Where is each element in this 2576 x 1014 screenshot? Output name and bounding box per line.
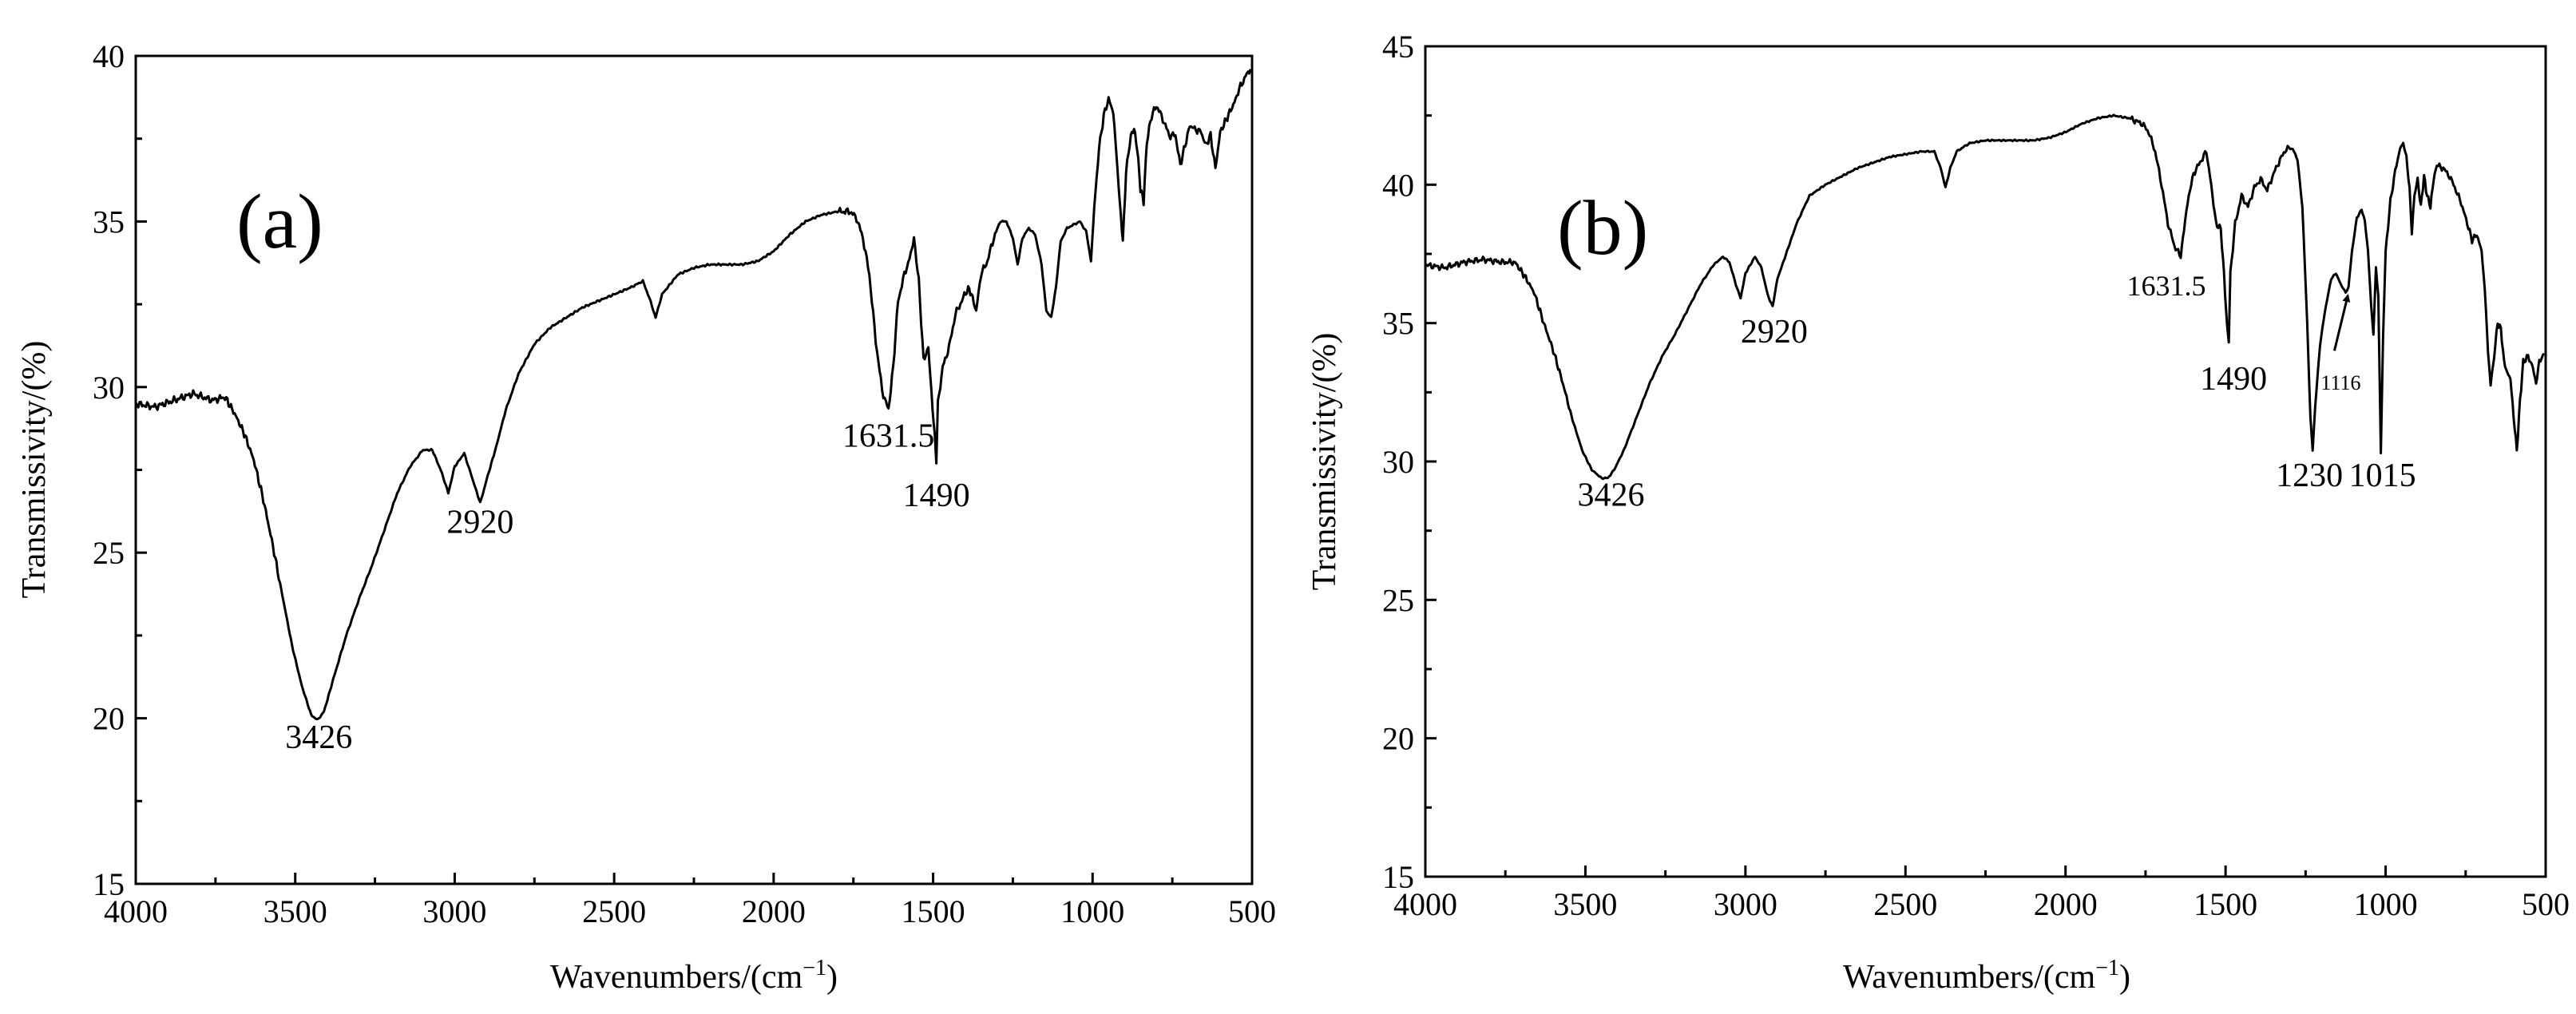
arrow-1116: [2332, 294, 2351, 351]
peak-label-a-1490: 1490: [903, 477, 970, 514]
y-tick-label-a-35: 35: [93, 204, 125, 240]
peak-label-a-3426: 3426: [285, 719, 352, 756]
x-tick-label-b-2000: 2000: [2034, 886, 2098, 922]
x-tick-label-a-3000: 3000: [422, 893, 486, 929]
peak-label-b-1116: 1116: [2320, 371, 2360, 394]
x-axis-title-b-exponent: −1: [2095, 956, 2119, 980]
y-tick-label-a-15: 15: [93, 866, 125, 902]
tick-group-a: 4000 3500 3000 2500 2000 1500 1000 500 15 20 25 30 3…: [93, 38, 1276, 929]
peak-label-b-3426: 3426: [1577, 477, 1644, 513]
y-tick-label-b-45: 45: [1382, 29, 1414, 65]
x-tick-label-a-1000: 1000: [1060, 893, 1124, 929]
peak-labels-a: 3426 2920 1631.5 1490: [285, 418, 969, 755]
peak-label-a-2920: 2920: [446, 504, 513, 541]
y-tick-label-b-40: 40: [1382, 167, 1414, 203]
x-tick-label-b-4000: 4000: [1393, 886, 1457, 922]
y-axis-title-a: Transmissivity/(%): [16, 341, 53, 599]
y-tick-label-b-30: 30: [1382, 444, 1414, 480]
y-tick-label-b-15: 15: [1382, 859, 1414, 895]
x-axis-title-a-exponent: −1: [803, 956, 826, 980]
x-tick-label-a-1500: 1500: [902, 893, 965, 929]
panel-label-b: (b): [1557, 185, 1648, 271]
peak-label-b-1230: 1230: [2276, 457, 2343, 494]
peak-label-a-1631-5: 1631.5: [842, 418, 935, 454]
x-tick-label-b-1000: 1000: [2354, 886, 2418, 922]
annotation-arrows-b: [2332, 294, 2351, 351]
x-tick-label-a-500: 500: [1228, 893, 1276, 929]
y-tick-label-b-25: 25: [1382, 582, 1414, 618]
panel-label-a: (a): [236, 179, 323, 265]
y-tick-label-b-20: 20: [1382, 721, 1414, 757]
y-tick-label-a-40: 40: [93, 38, 125, 74]
x-tick-label-a-4000: 4000: [104, 893, 168, 929]
x-tick-label-b-500: 500: [2522, 886, 2570, 922]
x-tick-label-b-1500: 1500: [2194, 886, 2257, 922]
peak-label-b-1631-5: 1631.5: [2126, 270, 2205, 302]
peak-label-b-1015: 1015: [2349, 457, 2416, 494]
x-tick-label-b-2500: 2500: [1873, 886, 1937, 922]
y-tick-label-b-35: 35: [1382, 306, 1414, 342]
y-tick-label-a-30: 30: [93, 370, 125, 406]
x-tick-label-b-3500: 3500: [1553, 886, 1617, 922]
x-tick-label-a-3500: 3500: [264, 893, 327, 929]
y-tick-label-a-20: 20: [93, 701, 125, 737]
y-tick-label-a-25: 25: [93, 535, 125, 571]
spectrum-line-a: [134, 69, 1252, 721]
spectrum-line-b: [1424, 113, 2546, 481]
tick-group-b: 4000 3500 3000 2500 2000 1500 1000 500 15 20 25 30 3…: [1382, 29, 2570, 922]
x-tick-label-a-2500: 2500: [582, 893, 646, 929]
x-axis-title-b: Wavenumbers/(cm−1): [1843, 956, 2130, 996]
peak-label-b-2920: 2920: [1741, 314, 1808, 351]
x-axis-title-a: Wavenumbers/(cm−1): [550, 956, 838, 996]
y-axis-title-b: Transmissivity/(%): [1306, 333, 1343, 591]
x-tick-label-b-3000: 3000: [1714, 886, 1777, 922]
peak-labels-b: 3426 2920 1631.5 1490 1116 1230 1015: [1577, 270, 2415, 513]
chart-panel-b: 4000 3500 3000 2500 2000 1500 1000 500 15 20 25 30 3…: [1306, 29, 2570, 996]
peak-label-b-1490: 1490: [2200, 361, 2267, 398]
x-tick-label-a-2000: 2000: [742, 893, 806, 929]
chart-panel-a: 4000 3500 3000 2500 2000 1500 1000 500 15 20 25 30 3…: [16, 38, 1276, 996]
